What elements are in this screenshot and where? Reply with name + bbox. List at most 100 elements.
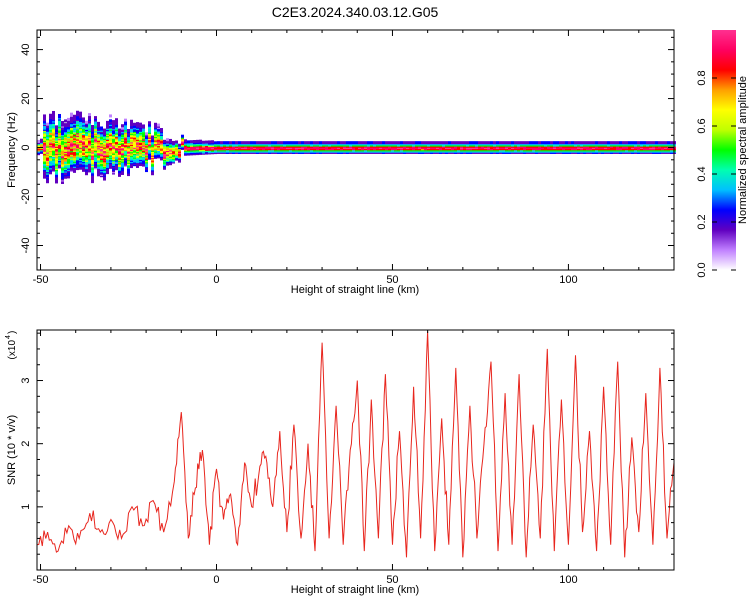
spectrogram-cell (661, 141, 664, 145)
spectrogram-cell (292, 141, 295, 145)
spectrogram-cell (532, 141, 535, 145)
spectrogram-cell (577, 141, 580, 145)
spectrogram-cell (424, 141, 427, 145)
spectrogram-cell (367, 141, 370, 145)
spectrogram-cell (613, 141, 616, 145)
spectrogram-cell (91, 127, 94, 131)
spectrogram-cell (517, 141, 520, 145)
x-tick-label: 0 (213, 274, 219, 286)
y-tick-label: -40 (20, 238, 32, 254)
spectrogram-cell (637, 141, 640, 145)
y-tick-label: 0 (20, 144, 32, 150)
spectrogram-cell (196, 139, 199, 143)
spectrogram-cell (187, 140, 190, 144)
snr-y-label: SNR (10 * v/v) (6, 415, 18, 485)
spectrogram-x-label: Height of straight line (km) (291, 284, 419, 296)
spectrogram-cell (589, 141, 592, 145)
x-tick-label: 100 (559, 274, 577, 286)
spectrogram-cell (76, 110, 79, 114)
spectrogram-cell (394, 141, 397, 145)
figure-title: C2E3.2024.340.03.12.G05 (272, 4, 439, 20)
spectrogram-cell (64, 123, 67, 127)
spectrogram-cell (559, 141, 562, 145)
snr-scale-exponent: 4 (5, 335, 12, 339)
spectrogram-cell (199, 139, 202, 143)
spectrogram-cell (610, 141, 613, 145)
spectrogram-cell (538, 141, 541, 145)
spectrogram-cell (253, 141, 256, 145)
spectrogram-cell (568, 141, 571, 145)
spectrogram-cell (490, 141, 493, 145)
spectrogram-cell (82, 117, 85, 121)
spectrogram-cell (43, 175, 46, 179)
spectrogram-cell (541, 141, 544, 145)
spectrogram-cell (409, 141, 412, 145)
spectrogram-cell (475, 141, 478, 145)
spectrogram-cell (529, 141, 532, 145)
spectrogram-cell (349, 141, 352, 145)
spectrogram-cell (298, 141, 301, 145)
spectrogram-cell (322, 141, 325, 145)
spectrogram-cell (79, 111, 82, 115)
spectrogram-cell (103, 177, 106, 181)
spectrogram-cell (496, 141, 499, 145)
spectrogram-cell (202, 140, 205, 144)
spectrogram-cell (172, 140, 175, 144)
spectrogram-cell (391, 141, 394, 145)
spectrogram-cell (598, 141, 601, 145)
spectrogram-cell (130, 119, 133, 123)
spectrogram-cell (379, 141, 382, 145)
spectrogram-cell (619, 141, 622, 145)
spectrogram-cell (520, 141, 523, 145)
spectrogram-cell (595, 141, 598, 145)
spectrogram-cell (544, 141, 547, 145)
snr-y-scale-note: (x10 4 ) (5, 331, 18, 360)
spectrogram-cell (502, 141, 505, 145)
spectrogram-cell (58, 113, 61, 117)
spectrogram-cell (640, 141, 643, 145)
spectrogram-cell (523, 141, 526, 145)
spectrogram-cell (628, 141, 631, 145)
spectrogram-cell (583, 141, 586, 145)
x-tick-label: 0 (213, 574, 219, 586)
spectrogram-cell (301, 141, 304, 145)
spectrogram-cell (412, 141, 415, 145)
spectrogram-cell (127, 128, 130, 132)
spectrogram-cell (646, 141, 649, 145)
spectrogram-cell (136, 122, 139, 126)
spectrogram-cell (136, 164, 139, 168)
spectrogram-cell (376, 141, 379, 145)
spectrogram-cell (88, 115, 91, 119)
spectrogram-cell (415, 141, 418, 145)
spectrogram-cell (388, 141, 391, 145)
spectrogram-cell (652, 141, 655, 145)
spectrogram-cell (499, 141, 502, 145)
spectrogram-cells (37, 110, 676, 184)
spectrogram-cell (655, 141, 658, 145)
spectrogram-cell (52, 110, 55, 114)
spectrogram-x-ticks: -50 0 50 100 (33, 30, 675, 286)
spectrogram-cell (340, 141, 343, 145)
x-tick-label: 50 (386, 574, 398, 586)
spectrogram-cell (193, 140, 196, 144)
spectrogram-cell (259, 141, 262, 145)
spectrogram-cell (466, 141, 469, 145)
spectrogram-cell (247, 141, 250, 145)
spectrogram-cell (571, 141, 574, 145)
spectrogram-cell (88, 113, 91, 117)
spectrogram-cell (223, 141, 226, 145)
spectrogram-panel: -50 0 50 100 40 20 0 -20 -40 Height of straight… (6, 29, 676, 296)
spectrogram-cell (226, 141, 229, 145)
spectrogram-cell (358, 141, 361, 145)
spectrogram-cell (109, 119, 112, 123)
spectrogram-cell (277, 141, 280, 145)
spectrogram-cell (607, 141, 610, 145)
snr-scale-close: ) (7, 331, 18, 334)
spectrogram-cell (136, 124, 139, 128)
spectrogram-cell (586, 141, 589, 145)
spectrogram-cell (553, 141, 556, 145)
colorbar-tick-label: 0.4 (696, 166, 708, 181)
spectrogram-cell (463, 141, 466, 145)
spectrogram-cell (244, 141, 247, 145)
spectrogram-cell (355, 141, 358, 145)
